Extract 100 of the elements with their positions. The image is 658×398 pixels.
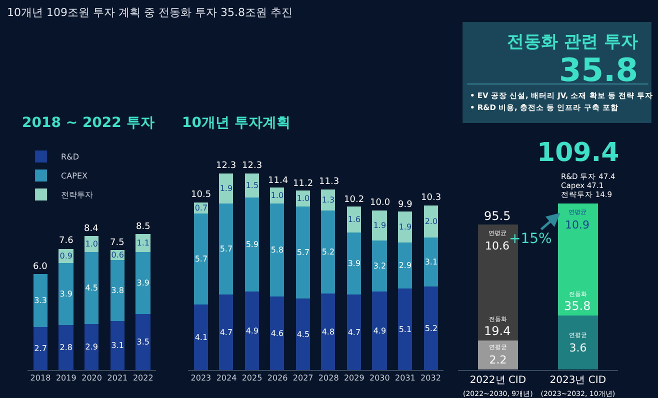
total-label: 9.9 [398,200,413,210]
text: 35.8 [559,51,638,89]
data-label: 0.9 [60,251,73,260]
total-label: 8.4 [84,224,99,234]
x-tick-label: 2022 [132,374,154,383]
x-tick-label: 2030 [369,374,390,383]
bar [34,326,48,370]
data-label: 4.9 [246,326,259,336]
data-label: 19.4 [484,324,511,338]
x-tick-label: 2024 [216,374,237,383]
bar [321,189,336,210]
data-label: 5.7 [296,248,310,257]
data-label: 2.9 [85,342,98,352]
bar [194,304,208,370]
bar [372,210,388,240]
bar [34,274,48,327]
data-label: 1.0 [296,194,310,203]
data-label: 1.9 [373,220,386,230]
data-label: 3.2 [373,261,386,270]
total-label: 7.5 [110,238,124,248]
total-label: 10.2 [344,195,364,205]
bar [219,203,234,294]
data-label: 4.5 [85,283,98,292]
x-tick-label: 2026 [267,374,288,383]
data-label: 5.7 [220,244,233,254]
total-label: 109.4 [537,138,620,168]
bar [321,293,336,370]
data-label: 2.8 [60,342,73,352]
bar [321,210,336,294]
data-label: 5.9 [246,240,259,249]
x-tick-label: 2031 [395,374,416,383]
data-label: 1.3 [322,195,335,204]
bar [219,173,234,204]
data-label: 3.9 [136,278,150,288]
data-label: 4.6 [270,328,284,338]
data-label: 5.2 [322,247,335,256]
total-label: 10.5 [191,190,212,200]
total-label: 11.4 [268,176,288,186]
data-label: 1.6 [348,214,361,224]
total-label: 8.5 [136,222,150,232]
legend-label: R&D [61,152,80,162]
bar [58,262,74,325]
total-label: 10.3 [421,193,442,203]
bar [58,324,74,370]
data-label: 3.8 [111,286,124,295]
x-tick-label: 2032 [420,374,441,383]
data-label: 5.8 [270,245,284,254]
bar [194,213,208,304]
data-label: 3.1 [424,257,438,266]
x-tick-label: 2020 [82,374,102,383]
bar [136,234,151,252]
bar [270,296,284,370]
x-tick-label: 2018 [30,374,51,383]
data-label: 2.9 [398,260,412,270]
text: 10개년 109조원 투자 계획 중 전동화 투자 35.8조원 추진 [7,6,292,19]
data-label: 0.7 [194,203,208,212]
data-label: 5.1 [398,324,412,334]
bar [110,260,125,321]
bar [110,320,125,370]
bar [245,197,260,292]
data-label: 4.7 [348,328,361,337]
data-label: 2.7 [34,344,48,353]
total-label: 11.2 [293,179,314,189]
data-label: 5.2 [424,324,438,333]
data-label: 4.8 [322,327,335,336]
bar [398,242,412,288]
bar [347,294,362,370]
data-label: 1.5 [246,180,259,190]
bar [84,324,99,370]
data-label: 5.7 [194,254,208,264]
bar [296,298,310,370]
x-tick-label: 2025 [242,374,262,383]
bar [398,211,412,242]
bar [347,206,362,232]
bar [347,232,362,294]
total-label: 11.3 [319,177,340,187]
bar [270,203,284,296]
total-label: 7.6 [59,236,74,246]
data-label: 1.9 [220,184,233,193]
bar [424,286,438,370]
bar [558,204,598,316]
legend-label: CAPEX [61,172,88,181]
bar [84,252,99,324]
chart-title: 2018 ~ 2022 투자 [22,115,154,131]
data-label: 4.7 [220,328,233,337]
bar [372,291,388,370]
data-label: 1.0 [270,190,284,200]
total-label: 12.3 [242,161,262,171]
bar [245,291,260,370]
bar [398,288,412,370]
data-label: 35.8 [564,299,591,313]
x-tick-label: 2019 [56,374,76,383]
data-label: 4.1 [194,332,208,342]
bar [424,205,438,238]
data-label: 1.9 [398,222,412,232]
chart-title: 전동화 관련 투자 [507,32,638,52]
total-label: 10.0 [370,198,390,208]
bar [372,240,388,292]
data-label: 3.9 [60,289,73,298]
data-label: 1.1 [136,238,150,248]
